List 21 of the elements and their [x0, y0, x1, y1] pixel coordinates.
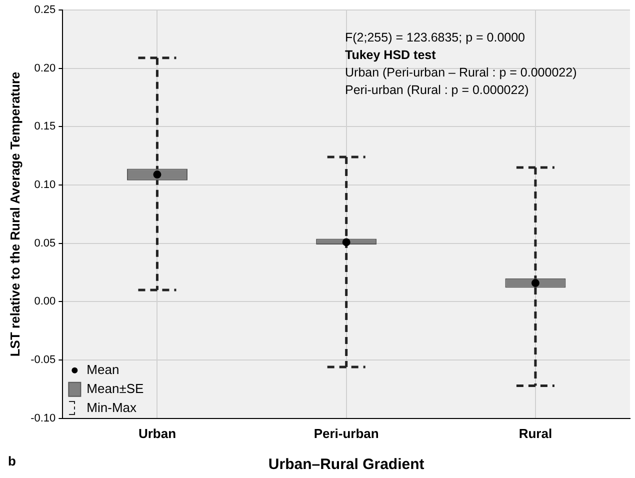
x-tick-label: Rural: [518, 426, 552, 441]
y-tick-label: 0.10: [34, 179, 56, 192]
y-tick-label: 0.00: [34, 296, 56, 308]
x-tick-label: Urban: [138, 426, 176, 441]
annotation: Min-Max: [86, 400, 138, 415]
x-tick-label: Peri-urban: [314, 426, 379, 441]
y-axis-title: LST relative to the Rural Average Temperature: [7, 72, 22, 357]
annotation: Peri-urban (Rural : p = 0.000022): [345, 82, 529, 97]
annotation: F(2;255) = 123.6835; p = 0.0000: [345, 30, 526, 44]
y-tick-label: 0.05: [34, 237, 56, 250]
y-tick-label: 0.25: [34, 4, 56, 16]
annotation: Tukey HSD test: [345, 48, 437, 62]
legend-label: Mean±SE: [86, 380, 144, 396]
legend-label: Mean: [86, 362, 120, 377]
annotation: Urban (Peri-urban – Rural : p = 0.000022): [345, 65, 577, 80]
y-tick-label: 0.15: [34, 120, 56, 133]
text: b: [8, 454, 16, 469]
y-tick-label: -0.05: [30, 354, 56, 366]
x-axis-title: Urban–Rural Gradient: [268, 456, 424, 474]
y-tick-label: -0.10: [30, 412, 56, 424]
y-tick-label: 0.20: [34, 62, 56, 74]
